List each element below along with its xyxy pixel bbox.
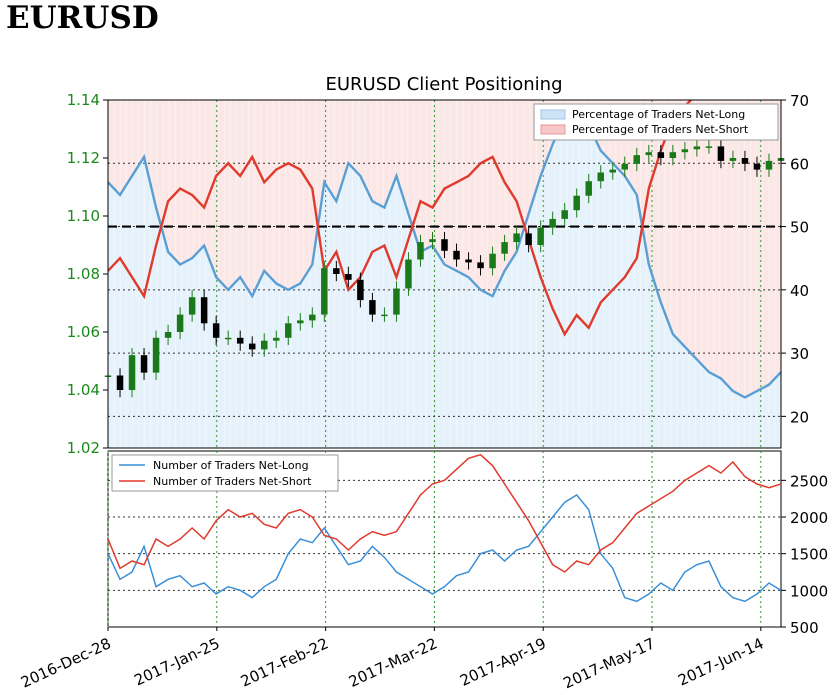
y-tick-label-left: 1.08 xyxy=(67,265,100,283)
candle-body xyxy=(309,314,316,321)
net-long-percent-line xyxy=(108,116,781,399)
candle-body xyxy=(297,320,304,324)
legend-label-short: Percentage of Traders Net-Short xyxy=(572,123,749,136)
y-tick-label-left: 1.02 xyxy=(67,439,100,457)
y-tick-label-bottom: 2000 xyxy=(790,509,828,527)
y-tick-label-left: 1.14 xyxy=(67,91,100,109)
legend-counts: Number of Traders Net-Long Number of Trad… xyxy=(111,454,339,492)
candle-body xyxy=(405,259,412,289)
candle-body xyxy=(681,149,689,153)
candle-body xyxy=(645,152,653,156)
y-tick-label-right: 60 xyxy=(790,155,809,173)
candle-body xyxy=(357,279,364,301)
candle-body xyxy=(765,160,773,170)
y-tick-label-left: 1.12 xyxy=(67,149,100,167)
y-tick-label-left: 1.06 xyxy=(67,323,100,341)
candle-body xyxy=(729,158,737,161)
candle-body xyxy=(164,332,172,338)
candle-body xyxy=(321,268,328,315)
y-tick-label-left: 1.10 xyxy=(67,207,100,225)
candle-body xyxy=(465,259,472,263)
candle-body xyxy=(501,242,508,254)
y-tick-label-bottom: 1500 xyxy=(790,546,828,564)
candle-body xyxy=(429,239,436,243)
x-tick-label: 2017-Jun-14 xyxy=(675,634,766,689)
candle-body xyxy=(116,375,124,390)
candle-body xyxy=(128,355,136,390)
candle-body xyxy=(273,337,280,341)
candle-body xyxy=(441,239,448,251)
candle-body xyxy=(633,155,641,164)
candle-body xyxy=(381,314,388,317)
y-tick-label-right: 20 xyxy=(790,408,809,426)
candle-body xyxy=(477,262,484,269)
legend-box xyxy=(111,454,339,492)
candle-body xyxy=(345,274,352,280)
trader-count-panel: 500 1000 1500 2000 2500 Number of Traders Net… xyxy=(18,450,828,692)
candle-body xyxy=(188,297,196,315)
y-tick-label-right: 70 xyxy=(790,92,809,110)
legend-swatch-short xyxy=(540,124,566,135)
candle-body xyxy=(717,146,725,161)
legend-label-long-count: Number of Traders Net-Long xyxy=(153,459,309,472)
candle-body xyxy=(561,210,568,219)
candle-body xyxy=(152,337,160,373)
y-tick-label-bottom: 500 xyxy=(790,619,819,637)
y-tick-label-right: 50 xyxy=(790,219,809,237)
candle-body xyxy=(285,323,292,338)
candle-body xyxy=(705,146,713,148)
candle-body xyxy=(453,250,460,260)
candle-body xyxy=(573,195,580,211)
candle-body xyxy=(236,337,244,344)
candle-body xyxy=(621,163,629,170)
candle-body xyxy=(333,268,340,274)
legend-label-short-count: Number of Traders Net-Short xyxy=(153,475,312,488)
x-tick-label: 2017-Apr-19 xyxy=(457,634,549,690)
candle-body xyxy=(597,172,604,182)
x-tick-label: 2017-Feb-22 xyxy=(238,634,331,690)
price-positioning-panel: 1.02 1.04 1.06 1.08 1.10 1.12 1.14 20 30 40 50 60 70… xyxy=(67,91,810,457)
chart-title: EURUSD Client Positioning xyxy=(326,74,563,95)
y-tick-label-bottom: 1000 xyxy=(790,582,828,600)
candle-body xyxy=(260,340,268,350)
x-tick-label: 2017-Mar-22 xyxy=(346,634,440,691)
candle-body xyxy=(741,158,749,164)
legend-positioning: Percentage of Traders Net-Long Percentage… xyxy=(533,103,779,141)
candle-body xyxy=(212,323,220,338)
candle-body xyxy=(417,242,424,260)
candle-body xyxy=(585,181,592,196)
candle-body xyxy=(549,218,556,228)
candle-body xyxy=(200,297,208,324)
candle-body xyxy=(525,233,532,245)
legend-swatch-long xyxy=(540,109,566,120)
candle-body xyxy=(513,233,520,243)
legend-box xyxy=(533,103,779,141)
candle-body xyxy=(248,343,256,350)
candle-body xyxy=(669,152,677,158)
y-tick-label-right: 40 xyxy=(790,282,809,300)
candle-body xyxy=(393,288,400,315)
candle-body xyxy=(693,146,701,150)
candle-body xyxy=(176,314,184,332)
y-tick-label-left: 1.04 xyxy=(67,381,100,399)
candle-body xyxy=(657,152,665,158)
x-tick-label: 2016-Dec-28 xyxy=(18,634,114,691)
candle-body xyxy=(369,300,376,315)
x-tick-label: 2017-Jan-25 xyxy=(131,634,222,689)
x-tick-label: 2017-May-17 xyxy=(561,634,658,692)
candle-body xyxy=(489,253,496,269)
candle-body xyxy=(224,337,232,340)
candle-body xyxy=(140,355,148,373)
page-heading: EURUSD xyxy=(6,0,159,36)
y-tick-label-right: 30 xyxy=(790,345,809,363)
candle-body xyxy=(537,227,544,245)
net-short-count-line xyxy=(108,453,781,573)
candle-body xyxy=(609,169,616,173)
net-long-count-line xyxy=(108,494,781,603)
legend-label-long: Percentage of Traders Net-Long xyxy=(572,108,745,121)
y-tick-label-bottom: 2500 xyxy=(790,472,828,490)
candle-body xyxy=(753,163,761,170)
